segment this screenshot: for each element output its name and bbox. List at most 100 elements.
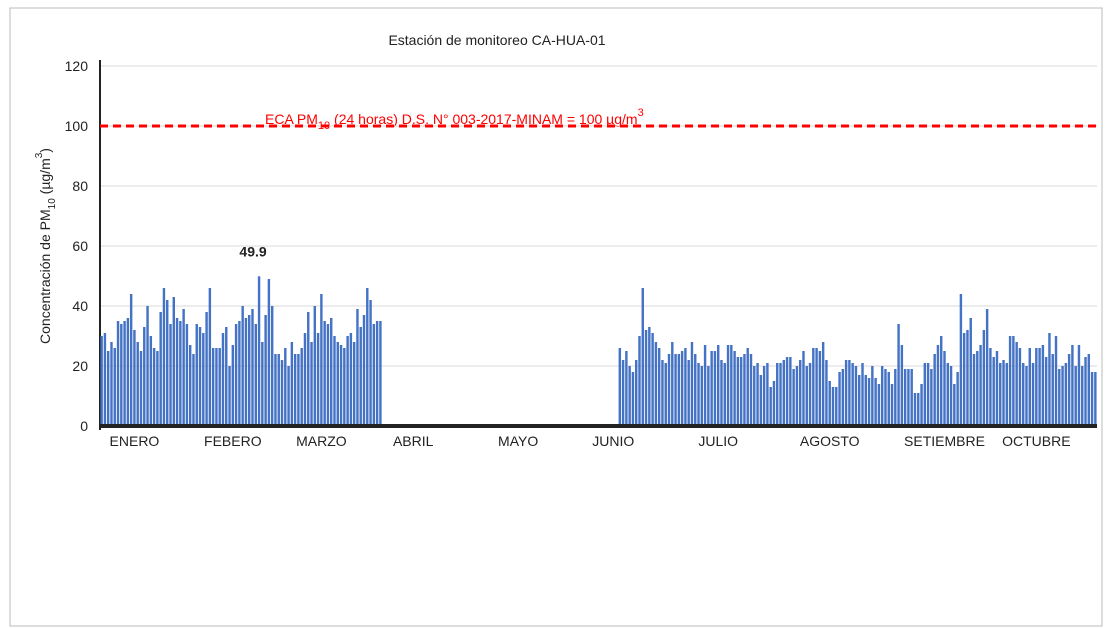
bar xyxy=(854,366,858,426)
bar xyxy=(169,324,172,426)
bar xyxy=(946,363,949,426)
bar xyxy=(753,366,756,426)
bar xyxy=(175,318,179,426)
bar xyxy=(769,387,772,426)
bar xyxy=(152,348,156,426)
bar xyxy=(749,354,753,426)
bar xyxy=(146,306,149,426)
bar xyxy=(864,375,868,426)
bar xyxy=(644,330,648,426)
bar xyxy=(621,360,625,426)
bar xyxy=(172,297,176,426)
bar xyxy=(100,336,103,426)
bar xyxy=(835,387,838,426)
bar xyxy=(867,378,871,426)
bar xyxy=(202,333,205,426)
bar xyxy=(339,345,343,426)
bar xyxy=(648,327,651,426)
bar xyxy=(218,348,221,426)
bar xyxy=(1038,348,1041,426)
bar xyxy=(880,366,884,426)
bar xyxy=(238,321,241,426)
bar xyxy=(1051,354,1054,426)
bar xyxy=(1041,345,1045,426)
label-part: ) xyxy=(37,148,53,153)
chart-frame xyxy=(9,7,1103,627)
x-tick-label: AGOSTO xyxy=(800,433,860,449)
bar xyxy=(966,330,969,426)
y-tick-label: 20 xyxy=(72,358,88,374)
bar xyxy=(926,363,930,426)
bar xyxy=(293,354,297,426)
bar xyxy=(211,348,215,426)
bar xyxy=(284,348,287,426)
bar xyxy=(1002,360,1005,426)
bar xyxy=(1074,366,1077,426)
bar xyxy=(762,366,766,426)
bar xyxy=(352,342,356,426)
bar xyxy=(628,366,631,426)
bar xyxy=(982,330,986,426)
x-tick-label: ABRIL xyxy=(393,433,434,449)
bar xyxy=(221,333,225,426)
bar xyxy=(910,369,913,426)
y-tick-label: 40 xyxy=(72,298,88,314)
bar xyxy=(129,294,133,426)
bar xyxy=(257,276,261,426)
bar xyxy=(1087,354,1091,426)
bar xyxy=(1008,336,1012,426)
bar xyxy=(976,351,979,426)
y-tick-label: 120 xyxy=(65,58,89,74)
bar xyxy=(264,315,267,426)
bar xyxy=(667,354,671,426)
bar xyxy=(887,372,890,426)
bar xyxy=(1005,363,1009,426)
bar xyxy=(871,366,874,426)
bar xyxy=(195,324,198,426)
bar xyxy=(159,312,162,426)
bar xyxy=(143,327,146,426)
bar xyxy=(900,345,904,426)
bar xyxy=(274,354,277,426)
bar xyxy=(1025,366,1028,426)
bar xyxy=(113,348,116,426)
bar xyxy=(313,306,317,426)
bar xyxy=(959,294,963,426)
bar xyxy=(861,363,864,426)
x-tick-label: SETIEMBRE xyxy=(904,433,985,449)
bar xyxy=(126,318,130,426)
bar xyxy=(290,342,294,426)
bar xyxy=(651,333,654,426)
bar xyxy=(723,363,726,426)
bar xyxy=(979,345,982,426)
bar xyxy=(300,348,303,426)
bar xyxy=(198,327,202,426)
bar xyxy=(270,306,274,426)
bar xyxy=(844,360,848,426)
bar xyxy=(1054,336,1058,426)
bar xyxy=(838,372,841,426)
bar xyxy=(1048,333,1051,426)
bar xyxy=(907,369,910,426)
bar xyxy=(789,357,792,426)
bar xyxy=(802,351,805,426)
bar xyxy=(874,378,877,426)
bar xyxy=(903,369,907,426)
bar xyxy=(792,369,795,426)
bar xyxy=(123,321,126,426)
bar xyxy=(953,384,956,426)
bar xyxy=(697,363,700,426)
bar xyxy=(1018,348,1022,426)
bar xyxy=(297,354,300,426)
y-tick-label: 100 xyxy=(65,118,89,134)
bar xyxy=(346,336,349,426)
bar xyxy=(776,363,779,426)
bar xyxy=(720,360,723,426)
bar xyxy=(657,348,661,426)
bar xyxy=(877,384,881,426)
label-part: 3 xyxy=(638,107,644,119)
y-tick-label: 60 xyxy=(72,238,88,254)
bar xyxy=(1064,363,1068,426)
bar xyxy=(1044,357,1048,426)
label-part: (µg/m xyxy=(37,158,53,198)
